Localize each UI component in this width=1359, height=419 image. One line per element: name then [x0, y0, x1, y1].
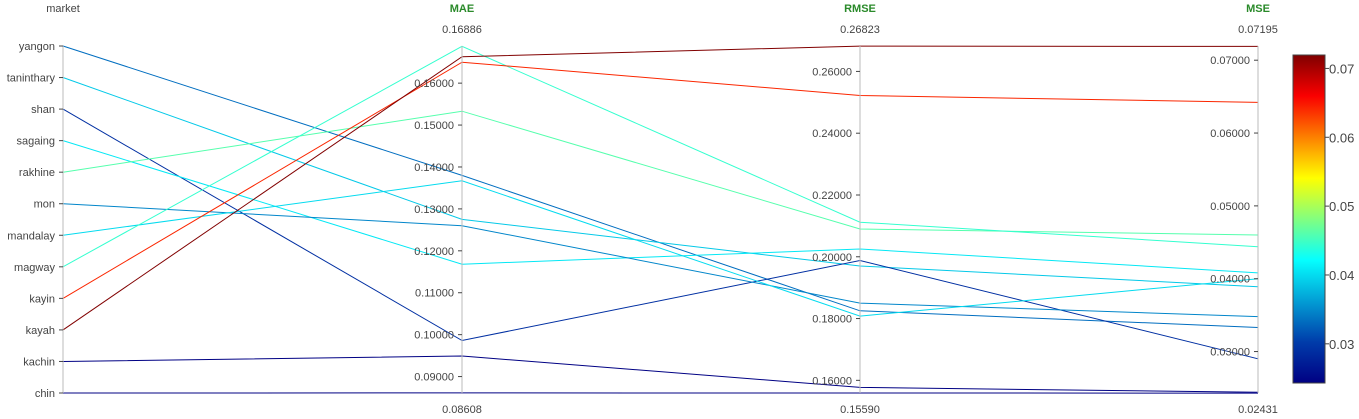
tick-label: 0.15000	[414, 120, 454, 132]
data-line-magway	[62, 45, 1259, 268]
tick-label: 0.04000	[1210, 274, 1250, 286]
tick-label: 0.16000	[414, 78, 454, 90]
range-min-label: 0.08608	[442, 404, 482, 416]
tick-label: 0.18000	[812, 314, 852, 326]
tick-label: 0.26000	[812, 66, 852, 78]
tick-label: 0.06000	[1210, 128, 1250, 140]
tick-label-kachin: kachin	[23, 356, 55, 368]
tick-label-mandalay: mandalay	[7, 230, 55, 242]
tick-label: 0.24000	[812, 128, 852, 140]
data-line-rakhine	[62, 110, 1259, 236]
tick-label: 0.07000	[1210, 55, 1250, 67]
tick-label-sagaing: sagaing	[16, 136, 55, 148]
tick-label: 0.05000	[1210, 201, 1250, 213]
data-line-yangon	[62, 45, 1259, 328]
axis-market: market yangon taninthary shan sagaing rakhine…	[7, 3, 80, 400]
tick-label: 0.13000	[414, 204, 454, 216]
data-line-kayin	[62, 61, 1259, 299]
tick-label: 0.03000	[1210, 347, 1250, 359]
tick-label: 0.10000	[414, 330, 454, 342]
data-line-mon	[62, 203, 1259, 318]
axis-rmse: RMSE 0.26823 0.15590 0.16000 0.18000 0.20000 0…	[812, 3, 880, 416]
data-line-kayah	[62, 45, 1259, 331]
tick-label-rakhine: rakhine	[19, 167, 55, 179]
axis-mse: MSE 0.07195 0.02431 0.03000 0.04000 0.05000 0.…	[1210, 3, 1278, 416]
tick-label-chin: chin	[35, 388, 55, 400]
tick-label: 0.11000	[415, 288, 454, 300]
range-min-label: 0.15590	[840, 404, 880, 416]
colorbar-tick-label: 0.05	[1329, 199, 1354, 214]
tick-label-magway: magway	[14, 262, 55, 274]
tick-label: 0.16000	[812, 375, 852, 387]
axis-mae: MAE 0.16886 0.08608 0.09000 0.10000 0.11000 0.…	[414, 3, 482, 416]
tick-label-taninthary: taninthary	[7, 73, 56, 85]
colorbar-tick-label: 0.06	[1329, 130, 1354, 145]
colorbar-tick-label: 0.03	[1329, 337, 1354, 352]
range-min-label: 0.02431	[1238, 404, 1278, 416]
tick-label-kayin: kayin	[29, 293, 55, 305]
data-line-shan	[62, 108, 1259, 360]
tick-label: 0.12000	[414, 246, 454, 258]
axis-title-rmse: RMSE	[844, 3, 876, 15]
tick-label: 0.20000	[812, 252, 852, 264]
axes: market yangon taninthary shan sagaing rakhine…	[7, 3, 1278, 416]
axis-title-market: market	[46, 3, 80, 15]
data-line-kachin	[62, 355, 1259, 393]
colorbar-gradient	[1292, 54, 1326, 384]
colorbar: 0.03 0.04 0.05 0.06 0.07	[1292, 54, 1354, 384]
range-max-label: 0.16886	[442, 24, 482, 36]
range-max-label: 0.07195	[1238, 24, 1278, 36]
data-lines	[62, 45, 1259, 394]
tick-label: 0.22000	[812, 190, 852, 202]
data-line-sagaing	[62, 140, 1259, 274]
data-line-mandalay	[62, 180, 1259, 317]
colorbar-tick-label: 0.07	[1329, 61, 1354, 76]
colorbar-tick-label: 0.04	[1329, 268, 1354, 283]
tick-label-yangon: yangon	[19, 41, 55, 53]
data-line-taninthary	[62, 77, 1259, 288]
tick-label-shan: shan	[31, 104, 55, 116]
range-max-label: 0.26823	[840, 24, 880, 36]
axis-title-mae: MAE	[450, 3, 474, 15]
tick-label-kayah: kayah	[26, 325, 55, 337]
tick-label: 0.09000	[414, 372, 454, 384]
tick-label-mon: mon	[34, 199, 55, 211]
axis-title-mse: MSE	[1246, 3, 1270, 15]
tick-label: 0.14000	[414, 162, 454, 174]
